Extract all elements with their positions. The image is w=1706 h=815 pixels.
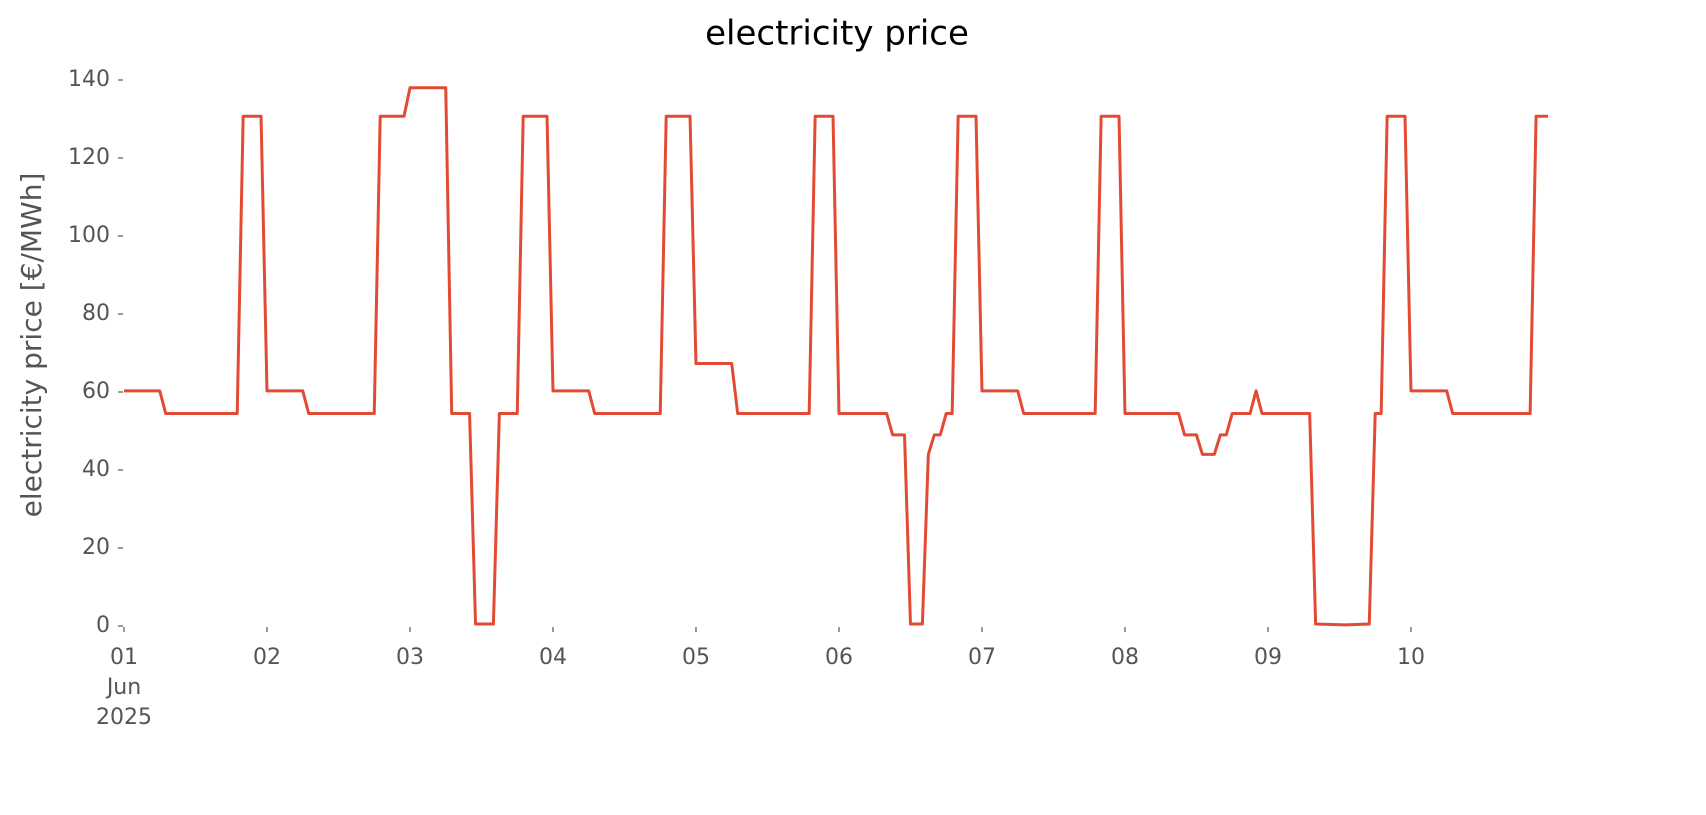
y-tick-label: 60	[82, 379, 110, 404]
y-tick-label: 100	[68, 223, 110, 248]
y-tick-label: 40	[82, 457, 110, 482]
x-tick-label: 01 Jun 2025	[96, 645, 152, 730]
x-tick-label: 03	[396, 645, 424, 670]
x-tick-label: 08	[1111, 645, 1139, 670]
y-tick-label: 0	[96, 613, 110, 638]
x-tick-label: 04	[539, 645, 567, 670]
x-tick-label: 07	[968, 645, 996, 670]
x-tick-label: 06	[825, 645, 853, 670]
x-tick-label: 05	[682, 645, 710, 670]
x-tick-label: 02	[253, 645, 281, 670]
y-tick-label: 80	[82, 301, 110, 326]
y-tick-label: 20	[82, 535, 110, 560]
x-tick-label: 09	[1254, 645, 1282, 670]
y-axis-label: electricity price [€/MWh]	[15, 173, 48, 518]
y-tick-label: 120	[68, 145, 110, 170]
x-tick-label: 10	[1397, 645, 1425, 670]
line-series	[124, 86, 1548, 627]
chart-title: electricity price	[705, 14, 969, 54]
y-tick-label: 140	[68, 67, 110, 92]
